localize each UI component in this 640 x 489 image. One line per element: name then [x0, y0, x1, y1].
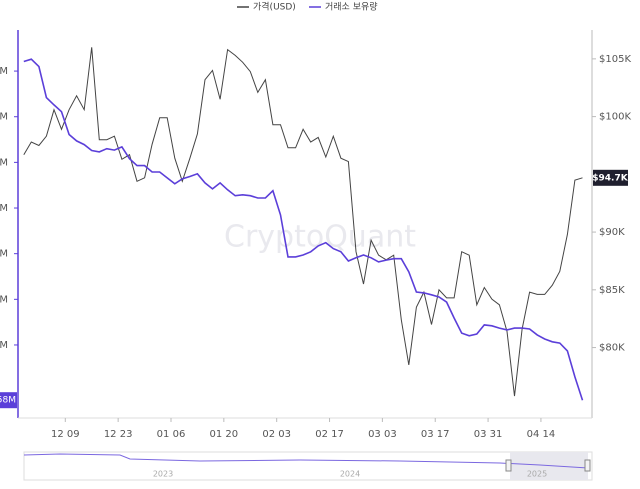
y-tick-label: M: [0, 66, 8, 77]
x-tick-label: 03 17: [421, 429, 450, 440]
watermark: CryptoQuant: [224, 220, 416, 255]
y2-tick-label: $85K: [599, 285, 625, 296]
current-value-box: [593, 169, 628, 186]
x-tick-label: 12 09: [51, 429, 80, 440]
y-tick-label: M: [0, 157, 8, 168]
current-value-label: $94.7K: [592, 173, 628, 183]
current-value-box: [0, 392, 17, 409]
x-tick-label: 01 20: [210, 429, 239, 440]
legend-label: 가격(USD): [253, 1, 296, 13]
x-tick-label: 02 17: [315, 429, 344, 440]
y-tick-label: M: [0, 294, 8, 305]
y2-tick-label: $80K: [599, 343, 625, 354]
x-tick-label: 02 03: [262, 429, 291, 440]
navigator: [23, 451, 593, 481]
navigator-handle[interactable]: [584, 459, 591, 472]
navigator-line: [23, 453, 589, 469]
x-tick-label: 03 03: [368, 429, 397, 440]
x-tick-label: 03 31: [474, 429, 503, 440]
y-tick-label: M: [0, 340, 8, 351]
series-line: [23, 58, 584, 401]
x-tick-label: 04 14: [527, 429, 556, 440]
x-tick-label: 01 06: [157, 429, 186, 440]
navigator-label: 2025: [527, 470, 547, 479]
navigator-handle[interactable]: [505, 459, 512, 472]
x-tick-label: 12 23: [104, 429, 133, 440]
legend-label: 거래소 보유량: [325, 1, 378, 13]
y2-tick-label: $100K: [599, 112, 631, 123]
y-tick-label: M: [0, 112, 8, 123]
navigator-label: 2024: [340, 470, 360, 479]
y2-tick-label: $90K: [599, 227, 625, 238]
y2-tick-label: $105K: [599, 54, 631, 65]
y-tick-label: M: [0, 203, 8, 214]
series-line: [23, 47, 583, 397]
current-value-label: 58M: [0, 396, 16, 406]
y-tick-label: M: [0, 249, 8, 260]
navigator-label: 2023: [153, 470, 173, 479]
